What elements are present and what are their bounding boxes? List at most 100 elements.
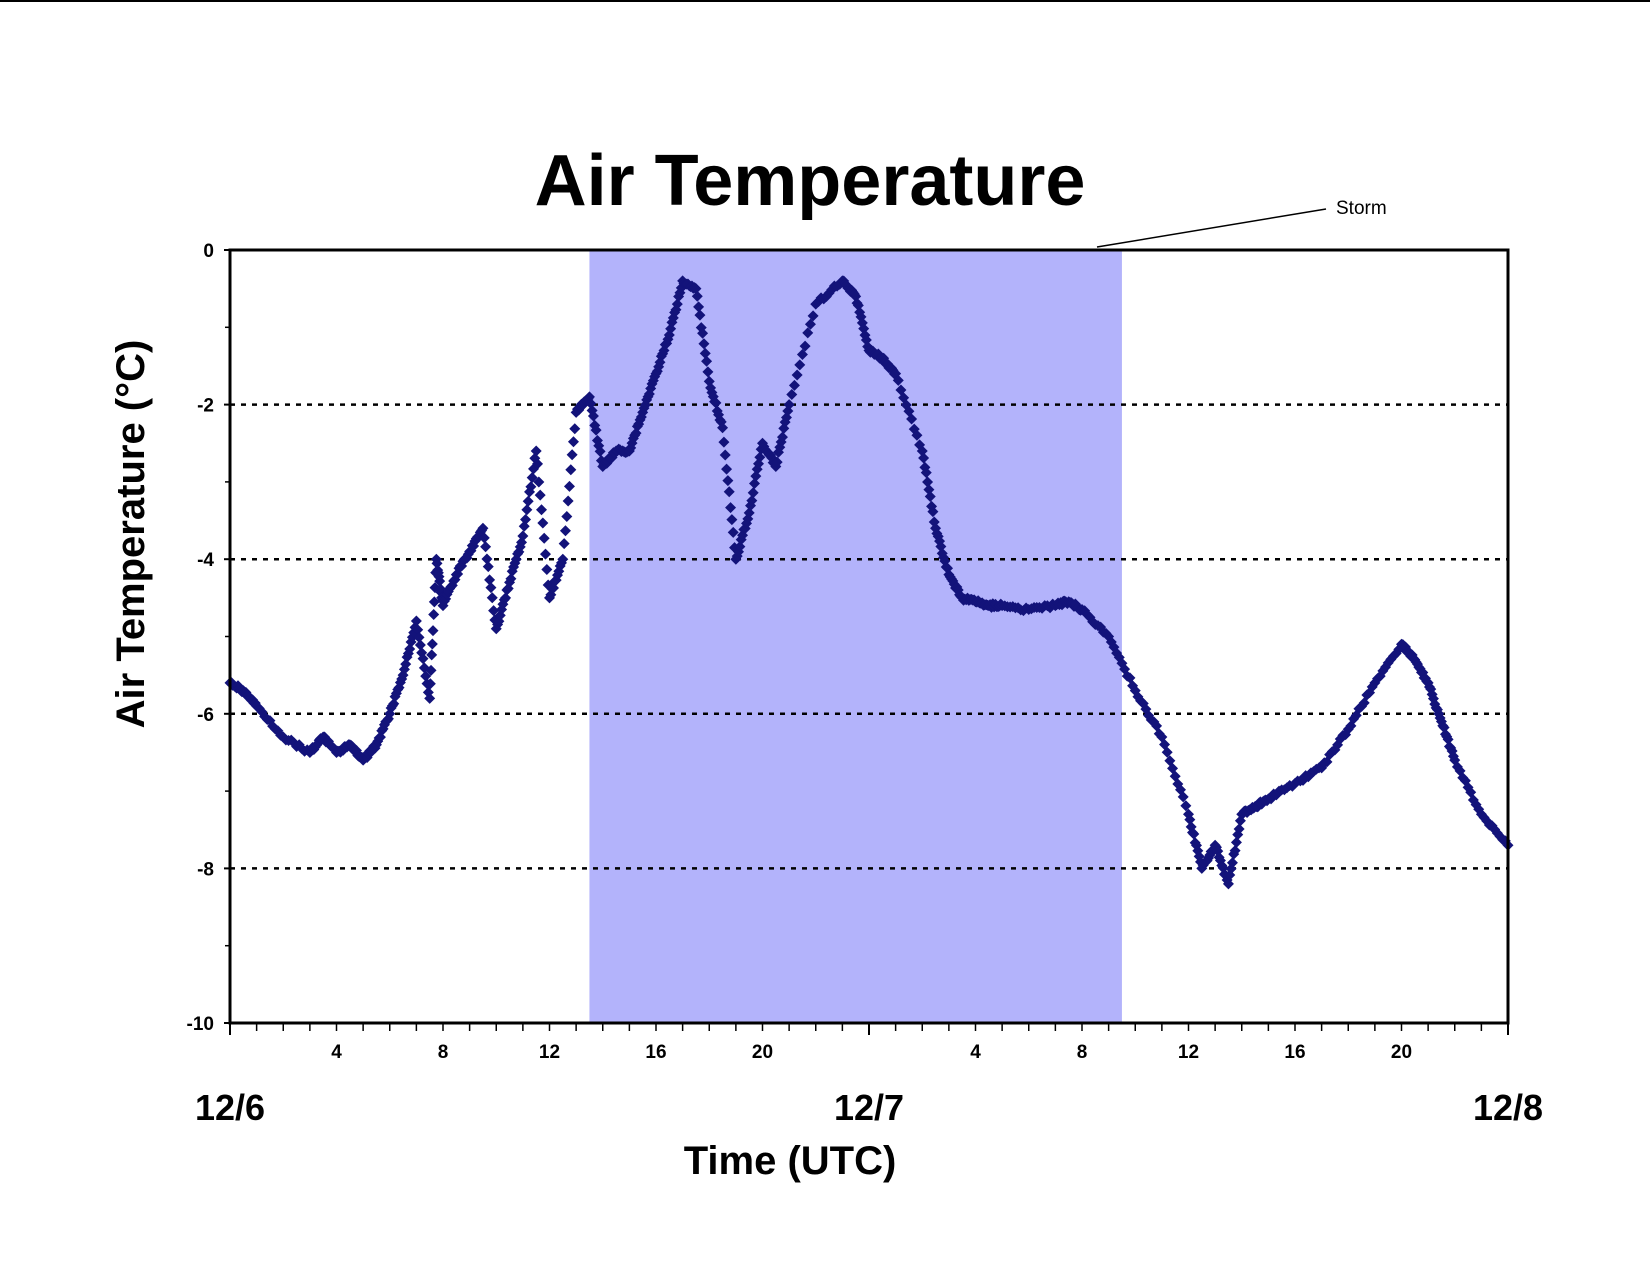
data-point [500, 592, 512, 604]
data-point [484, 574, 496, 586]
data-point [557, 553, 569, 565]
data-point [1161, 746, 1173, 758]
data-point [725, 502, 737, 514]
data-point [536, 504, 548, 516]
data-point [522, 495, 534, 507]
data-point [410, 615, 422, 627]
y-axis-title: Air Temperature (°C) [109, 340, 153, 729]
data-point [537, 517, 549, 529]
y-tick-label: -4 [197, 550, 214, 571]
data-point [538, 532, 550, 544]
data-point [799, 340, 811, 352]
data-point [526, 472, 538, 484]
data-point [540, 548, 552, 560]
data-point [723, 486, 735, 498]
data-point [918, 452, 930, 464]
x-date-label: 12/6 [195, 1087, 265, 1128]
data-point [594, 445, 606, 457]
data-point [485, 582, 497, 594]
data-point [488, 605, 500, 617]
data-point [480, 541, 492, 553]
data-point [530, 445, 542, 457]
data-point [771, 456, 783, 468]
data-point [1442, 733, 1454, 745]
data-point [563, 480, 575, 492]
data-point [1230, 836, 1242, 848]
data-point [517, 530, 529, 542]
data-point [1184, 814, 1196, 826]
data-point [424, 692, 436, 704]
data-point [727, 526, 739, 538]
data-point [750, 470, 762, 482]
data-point [721, 463, 733, 475]
data-point [726, 514, 738, 526]
y-tick-label: -10 [187, 1014, 214, 1035]
data-point [922, 476, 934, 488]
data-point [794, 359, 806, 371]
data-point [722, 475, 734, 487]
data-point [426, 649, 438, 661]
data-point [590, 424, 602, 436]
data-point [796, 348, 808, 360]
x-tick-label: 8 [1077, 1042, 1088, 1063]
data-point [521, 504, 533, 516]
data-point [477, 522, 489, 534]
data-point [802, 327, 814, 339]
top-border-line [0, 0, 1650, 2]
data-point [749, 477, 761, 489]
x-tick-label: 4 [331, 1042, 342, 1063]
data-point [428, 596, 440, 608]
data-point [532, 458, 544, 470]
data-point [426, 638, 438, 650]
data-point [693, 301, 705, 313]
storm-annotation: Storm [1336, 198, 1387, 219]
data-point [388, 698, 400, 710]
data-point [916, 445, 928, 457]
data-point [718, 436, 730, 448]
x-tick-label: 12 [539, 1042, 560, 1063]
data-point [428, 608, 440, 620]
chart-title: Air Temperature [535, 141, 1086, 221]
data-point [807, 310, 819, 322]
data-point [690, 283, 702, 295]
data-point [694, 309, 706, 321]
data-point [924, 491, 936, 503]
data-point [413, 631, 425, 643]
data-point [434, 575, 446, 587]
storm-annotation-leader [1096, 208, 1327, 248]
data-point [892, 374, 904, 386]
data-point [710, 397, 722, 409]
data-point [927, 506, 939, 518]
data-point [534, 489, 546, 501]
gridlines [230, 403, 1508, 870]
data-point [1229, 845, 1241, 857]
data-point [935, 541, 947, 553]
data-point [525, 481, 537, 493]
data-point [1180, 800, 1192, 812]
data-point [404, 643, 416, 655]
data-point [520, 513, 532, 525]
data-point [776, 431, 788, 443]
data-point [1222, 878, 1234, 890]
data-point [734, 541, 746, 553]
y-tick-label: -8 [197, 859, 214, 880]
data-point [482, 561, 494, 573]
data-point [1177, 791, 1189, 803]
data-point [788, 379, 800, 391]
data-point [558, 538, 570, 550]
data-point [481, 553, 493, 565]
storm-shaded-region [589, 250, 1122, 1023]
data-point [566, 449, 578, 461]
data-point [412, 624, 424, 636]
data-point [425, 664, 437, 676]
y-tick-label: -6 [197, 705, 214, 726]
data-point [906, 413, 918, 425]
x-tick-label: 8 [438, 1042, 449, 1063]
x-date-label: 12/8 [1473, 1087, 1543, 1128]
data-point [505, 573, 517, 585]
data-point [585, 397, 597, 409]
data-point [783, 399, 795, 411]
data-point [533, 476, 545, 488]
data-point [431, 557, 443, 569]
